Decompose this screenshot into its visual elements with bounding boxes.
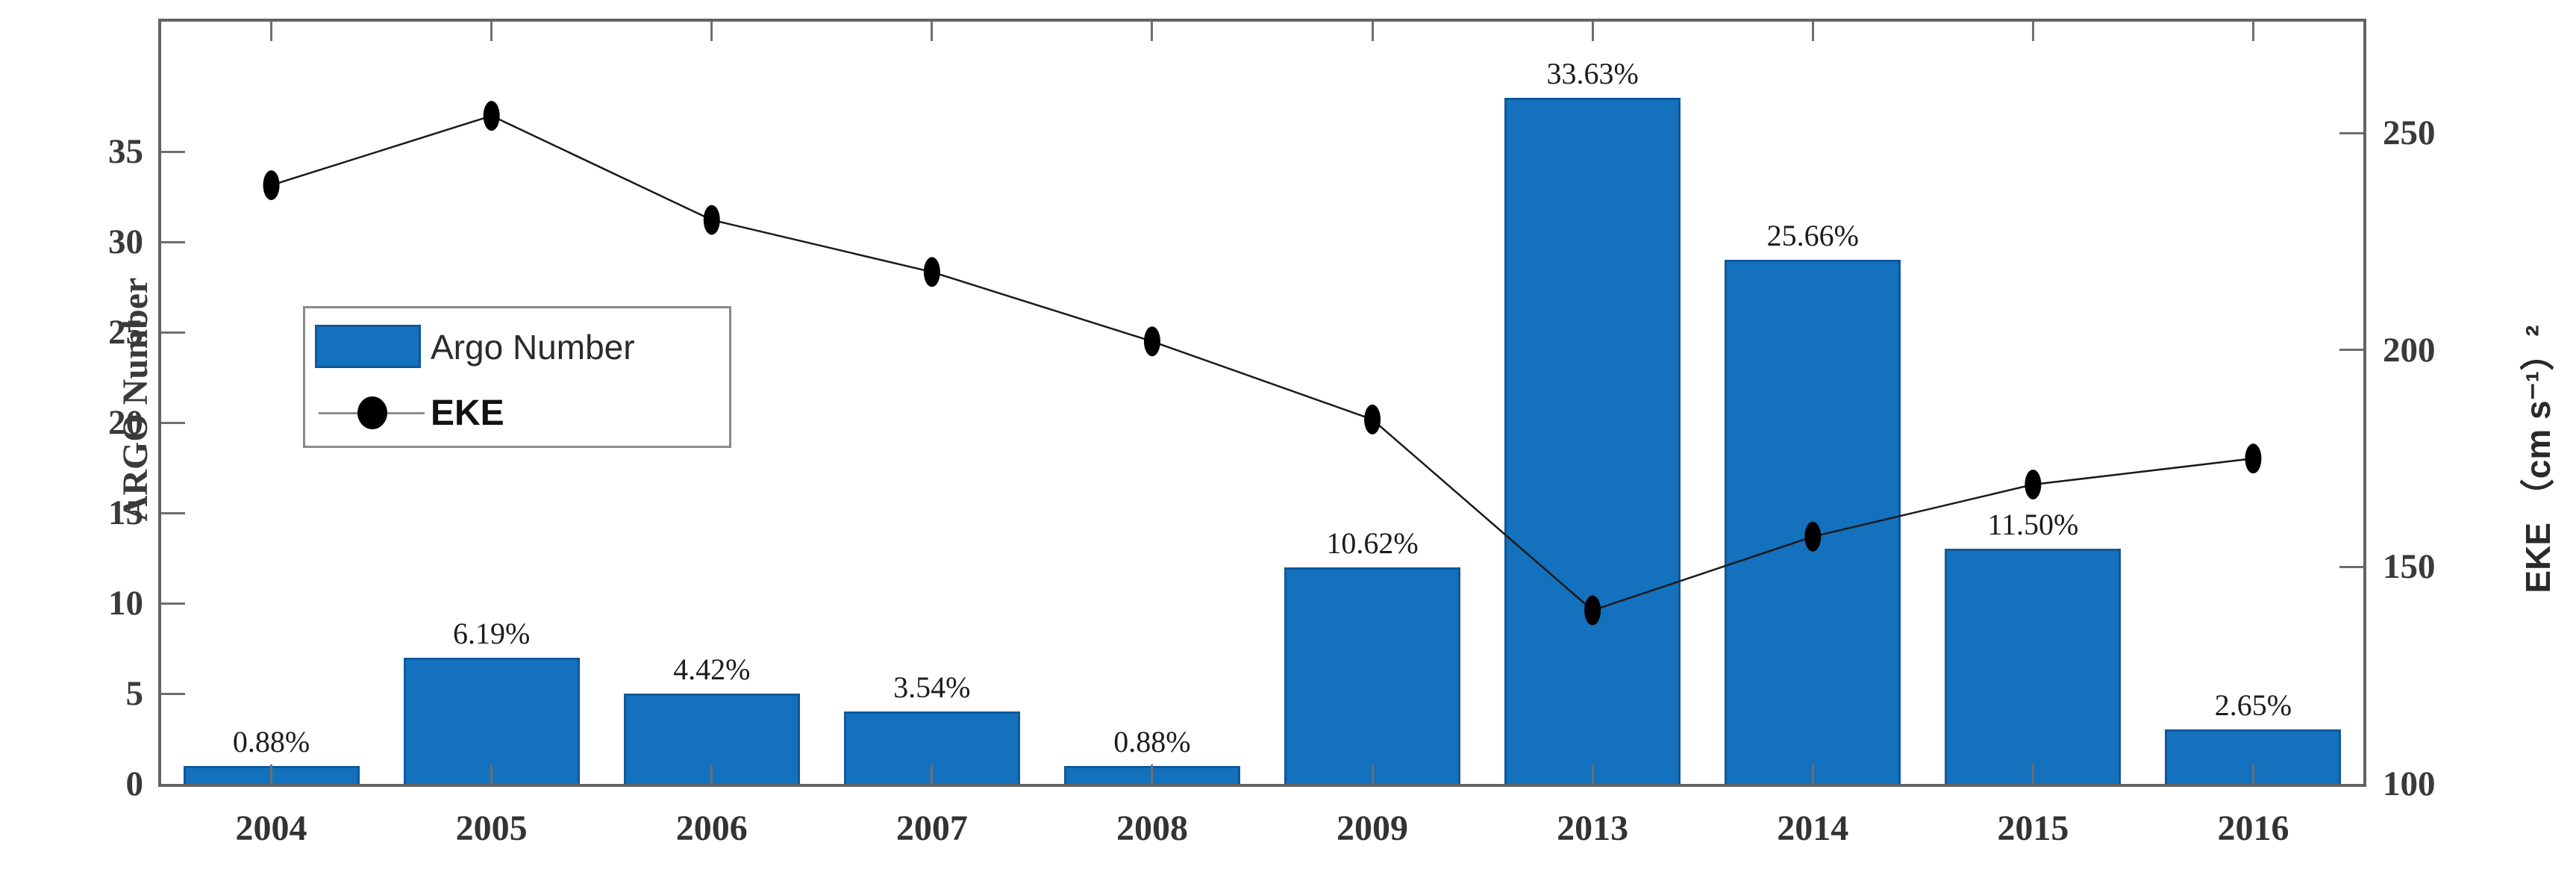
- x-axis-year-label: 2006: [675, 809, 748, 848]
- left-y-tick: [161, 511, 185, 514]
- bar: [1504, 97, 1681, 784]
- left-y-tick: [161, 421, 185, 424]
- x-tick-bottom: [1811, 764, 1814, 784]
- left-y-tick: [161, 240, 185, 243]
- right-y-tick-label: 150: [2383, 547, 2436, 587]
- bar-percent-label: 2.65%: [2214, 688, 2292, 723]
- x-tick-top: [270, 22, 273, 41]
- x-tick-bottom: [1591, 764, 1594, 784]
- bar-percent-label: 25.66%: [1766, 219, 1859, 253]
- bar-percent-label: 4.42%: [673, 653, 751, 687]
- x-tick-top: [1591, 22, 1594, 41]
- x-tick-top: [1811, 22, 1814, 41]
- x-tick-bottom: [270, 764, 273, 784]
- x-tick-bottom: [1371, 764, 1374, 784]
- bar: [1725, 260, 1901, 784]
- bar: [403, 657, 580, 784]
- bar-percent-label: 10.62%: [1326, 526, 1419, 560]
- left-y-tick-label: 15: [108, 493, 143, 533]
- bar-percent-label: 3.54%: [893, 670, 971, 705]
- x-tick-top: [1371, 22, 1374, 41]
- x-tick-top: [2251, 22, 2254, 41]
- x-tick-top: [710, 22, 713, 41]
- bar-percent-label: 6.19%: [452, 616, 531, 650]
- x-tick-bottom: [931, 764, 934, 784]
- x-axis-year-label: 2005: [455, 809, 528, 848]
- x-axis-year-label: 2014: [1777, 809, 1849, 848]
- x-axis-year-label: 2007: [895, 809, 968, 848]
- x-tick-top: [1151, 22, 1154, 41]
- bar: [1284, 567, 1461, 784]
- x-tick-bottom: [490, 764, 493, 784]
- legend-label-eke: EKE: [431, 393, 504, 433]
- x-axis-year-label: 2009: [1337, 809, 1409, 848]
- x-axis-year-label: 2004: [235, 809, 307, 848]
- x-tick-bottom: [2251, 764, 2254, 784]
- left-y-tick-label: 20: [108, 403, 143, 443]
- x-axis-year-label: 2016: [2217, 809, 2289, 848]
- x-tick-bottom: [2031, 764, 2034, 784]
- legend-box: Argo Number EKE: [303, 306, 731, 448]
- left-y-tick: [161, 602, 185, 605]
- right-y-tick: [2339, 131, 2363, 134]
- x-tick-top: [2031, 22, 2034, 41]
- x-axis-year-label: 2013: [1557, 809, 1629, 848]
- bar-percent-label: 0.88%: [1113, 724, 1191, 759]
- bar-percent-label: 0.88%: [232, 724, 310, 759]
- bar-percent-label: 11.50%: [1987, 508, 2079, 542]
- legend-bar-swatch: [315, 325, 421, 368]
- left-y-tick-label: 25: [108, 313, 143, 352]
- right-y-tick: [2339, 349, 2363, 352]
- legend-label-argo-number: Argo Number: [431, 328, 635, 367]
- x-axis-year-label: 2015: [1997, 809, 2069, 848]
- bar-percent-label: 33.63%: [1546, 56, 1639, 90]
- legend-marker-dot-icon: [357, 396, 387, 429]
- x-tick-bottom: [710, 764, 713, 784]
- left-y-tick: [161, 150, 185, 153]
- left-y-tick-label: 30: [108, 222, 143, 262]
- left-y-tick-label: 5: [125, 674, 144, 714]
- right-y-tick-label: 100: [2383, 764, 2436, 803]
- left-y-tick-label: 35: [108, 132, 143, 172]
- left-y-tick: [161, 331, 185, 334]
- right-y-axis-title: EKE （cm s⁻¹）²: [2519, 325, 2557, 594]
- left-y-tick-label: 0: [125, 764, 144, 803]
- left-y-tick-label: 10: [108, 584, 143, 623]
- bar: [1945, 549, 2122, 784]
- right-y-tick-label: 250: [2383, 113, 2436, 153]
- x-tick-top: [490, 22, 493, 41]
- right-y-tick-label: 200: [2383, 330, 2436, 370]
- right-y-tick: [2339, 565, 2363, 568]
- x-tick-bottom: [1151, 764, 1154, 784]
- x-tick-top: [931, 22, 934, 41]
- x-axis-year-label: 2008: [1116, 809, 1188, 848]
- left-y-tick: [161, 692, 185, 695]
